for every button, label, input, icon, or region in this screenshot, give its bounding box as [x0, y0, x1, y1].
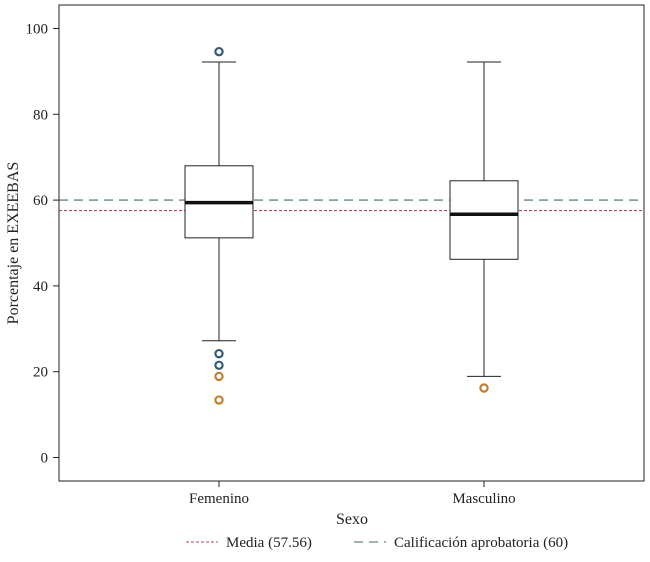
outlier-point [214, 348, 224, 359]
y-axis-title: Porcentaje en EXEEBAS [5, 162, 22, 325]
x-tick-label: Femenino [189, 491, 249, 507]
box-group [449, 61, 519, 393]
plot-frame [58, 4, 645, 482]
x-tick-label: Masculino [452, 491, 515, 507]
legend: Media (57.56) Calificación aprobatoria (6… [186, 535, 568, 551]
box-iqr [449, 180, 519, 260]
y-tick-label: 100 [26, 22, 49, 38]
box-group [184, 46, 254, 405]
reference-lines [59, 199, 644, 212]
y-tick-label: 40 [33, 279, 48, 295]
y-axis: 0 20 40 60 80 100 [26, 22, 59, 467]
outlier-point [214, 46, 224, 57]
y-tick-label: 80 [33, 107, 48, 123]
y-tick-label: 20 [33, 365, 48, 381]
y-tick-label: 60 [33, 193, 48, 209]
x-axis: Femenino Masculino [189, 481, 516, 507]
outlier-point [479, 383, 489, 393]
y-tick-label: 0 [41, 451, 49, 467]
boxes [184, 46, 519, 405]
outlier-point [214, 360, 224, 370]
legend-label: Media (57.56) [226, 535, 312, 551]
x-axis-title: Sexo [336, 511, 368, 528]
outlier-point [214, 395, 224, 405]
legend-label: Calificación aprobatoria (60) [394, 535, 568, 551]
outlier-point [214, 371, 224, 382]
